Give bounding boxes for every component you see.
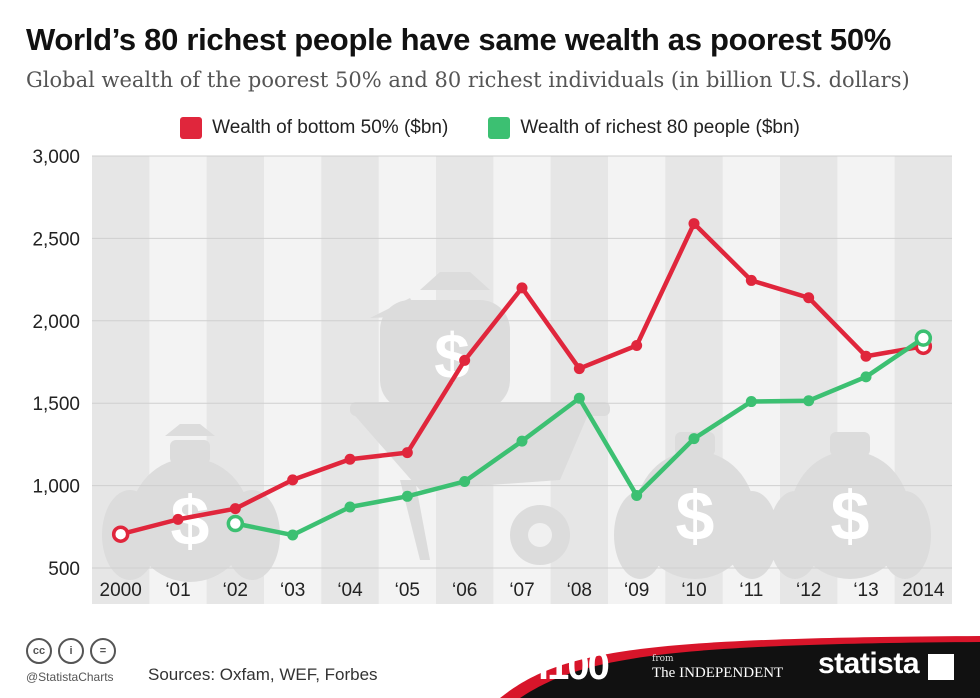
y-tick-label: 2,500 bbox=[32, 229, 80, 250]
x-tick-label: ‘07 bbox=[509, 580, 534, 601]
money-bag-icon: $ bbox=[769, 432, 931, 579]
x-tick-label: ‘12 bbox=[796, 580, 821, 601]
equals-icon: = bbox=[90, 638, 116, 664]
data-point bbox=[631, 340, 643, 352]
independent-logo: The INDEPENDENT bbox=[652, 665, 784, 681]
svg-text:$: $ bbox=[831, 477, 870, 555]
footer: cc i = @StatistaCharts Sources: Oxfam, W… bbox=[0, 630, 980, 698]
x-tick-label: 2000 bbox=[100, 580, 142, 601]
money-bag-illustration: $ $ $ $ bbox=[102, 272, 931, 582]
cc-icon: cc bbox=[26, 638, 52, 664]
data-point bbox=[172, 513, 184, 525]
x-tick-label: ‘06 bbox=[452, 580, 477, 601]
data-point bbox=[516, 282, 528, 294]
legend-swatch-bottom-50 bbox=[180, 117, 203, 139]
legend-swatch-richest-80 bbox=[488, 117, 511, 139]
license-icons: cc i = bbox=[26, 638, 116, 664]
data-point bbox=[226, 514, 245, 533]
x-tick-label: ‘13 bbox=[853, 580, 878, 601]
data-point bbox=[401, 490, 413, 502]
x-tick-label: ‘11 bbox=[739, 580, 763, 601]
brand-band bbox=[500, 636, 980, 698]
axes: 500 1,000 1,500 2,000 2,500 3,000 2000 ‘01 ‘02 ‘0… bbox=[32, 147, 944, 601]
legend-label-bottom-50: Wealth of bottom 50% ($bn) bbox=[212, 117, 449, 138]
data-point bbox=[573, 392, 585, 404]
statista-logo: statista bbox=[818, 647, 920, 680]
statista-mark-icon bbox=[928, 654, 954, 680]
series bbox=[111, 218, 933, 543]
legend-item-bottom-50: Wealth of bottom 50% ($bn) bbox=[180, 117, 448, 139]
data-point bbox=[688, 218, 700, 230]
data-point bbox=[573, 363, 585, 375]
data-point bbox=[516, 435, 528, 447]
x-tick-label: ‘04 bbox=[337, 580, 363, 601]
data-point bbox=[745, 274, 757, 286]
legend-label-richest-80: Wealth of richest 80 people ($bn) bbox=[520, 117, 800, 138]
sources: Sources: Oxfam, WEF, Forbes bbox=[148, 665, 378, 684]
data-point bbox=[111, 525, 130, 543]
data-point bbox=[344, 501, 356, 513]
data-point bbox=[459, 475, 471, 487]
person-icon: i bbox=[58, 638, 84, 664]
data-point bbox=[631, 489, 643, 501]
x-tick-label: ‘05 bbox=[395, 580, 420, 601]
x-tick-label: ‘09 bbox=[624, 580, 649, 601]
x-tick-label: ‘02 bbox=[223, 580, 248, 601]
x-tick-label: ‘08 bbox=[567, 580, 592, 601]
data-point bbox=[803, 395, 815, 407]
y-tick-label: 3,000 bbox=[32, 147, 80, 168]
statista-handle: @StatistaCharts bbox=[26, 670, 114, 684]
money-bag-icon: $ bbox=[614, 432, 778, 579]
data-point bbox=[688, 433, 700, 445]
x-tick-label: ‘03 bbox=[280, 580, 305, 601]
from-label: from bbox=[652, 654, 674, 664]
y-tick-label: 500 bbox=[48, 559, 80, 580]
data-point bbox=[745, 396, 757, 408]
y-tick-label: 2,000 bbox=[32, 312, 80, 333]
x-tick-label: ‘10 bbox=[681, 580, 706, 601]
money-bag-icon: $ bbox=[102, 424, 280, 582]
data-point bbox=[287, 474, 299, 486]
data-point bbox=[287, 529, 299, 541]
y-tick-label: 1,000 bbox=[32, 477, 80, 498]
legend: Wealth of bottom 50% ($bn) Wealth of ric… bbox=[0, 114, 980, 142]
legend-item-richest-80: Wealth of richest 80 people ($bn) bbox=[488, 117, 800, 139]
series-1 bbox=[226, 329, 933, 541]
data-point bbox=[803, 292, 815, 304]
i100-logo: i100 bbox=[538, 644, 610, 688]
data-point bbox=[459, 354, 471, 366]
data-point bbox=[344, 453, 356, 465]
chart-title: World’s 80 richest people have same weal… bbox=[26, 22, 892, 57]
chart-subtitle: Global wealth of the poorest 50% and 80 … bbox=[26, 68, 910, 92]
gridlines bbox=[92, 155, 952, 569]
svg-text:$: $ bbox=[676, 477, 715, 555]
column-band bbox=[321, 156, 379, 604]
x-tick-label: 2014 bbox=[902, 580, 945, 601]
data-point bbox=[401, 447, 413, 459]
y-tick-label: 1,500 bbox=[32, 394, 80, 415]
data-point bbox=[860, 371, 872, 383]
data-point bbox=[860, 350, 872, 362]
data-point bbox=[229, 503, 241, 515]
data-point bbox=[914, 329, 933, 347]
x-tick-label: ‘01 bbox=[165, 580, 190, 601]
